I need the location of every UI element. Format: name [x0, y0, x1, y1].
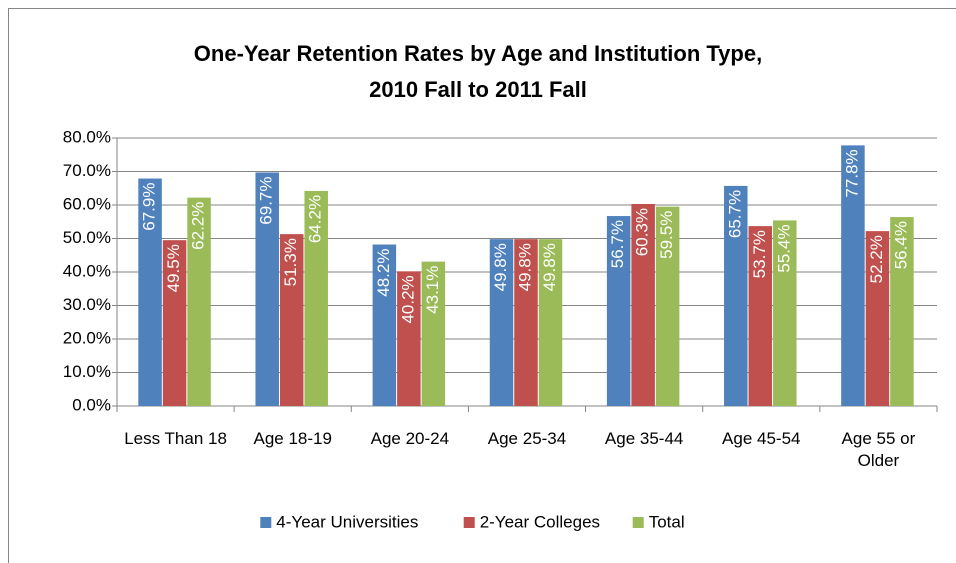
- value-label: 55.4%: [774, 224, 793, 272]
- bar: [890, 217, 914, 406]
- y-tick-label: 70.0%: [63, 161, 111, 180]
- bar: [606, 216, 631, 406]
- x-tick-label: Age 18-19: [253, 429, 332, 448]
- bar: [489, 239, 514, 406]
- x-tick-label: Age 20-24: [370, 429, 450, 448]
- value-label: 62.2%: [189, 202, 208, 250]
- value-label: 56.4%: [891, 221, 910, 269]
- value-label: 77.8%: [842, 149, 861, 197]
- bar: [187, 197, 211, 406]
- value-label: 67.9%: [140, 183, 159, 231]
- bar: [748, 226, 773, 406]
- value-label: 43.1%: [423, 266, 442, 314]
- value-label: 64.2%: [306, 195, 325, 243]
- x-tick-label: Age 25-34: [487, 429, 567, 448]
- legend-swatch: [260, 517, 272, 528]
- value-label: 69.7%: [257, 177, 276, 225]
- legend-label: 4-Year Universities: [276, 512, 418, 531]
- value-label: 51.3%: [281, 238, 300, 286]
- value-label: 56.7%: [608, 220, 627, 268]
- bar: [304, 190, 328, 406]
- bar: [538, 239, 563, 406]
- x-tick-label: Age 55 or Older: [841, 429, 916, 470]
- value-label: 49.8%: [491, 243, 510, 291]
- legend-swatch: [463, 517, 475, 528]
- value-label: 49.8%: [515, 243, 534, 291]
- value-label: 60.3%: [633, 208, 652, 256]
- bar: [138, 178, 162, 406]
- y-tick-label: 40.0%: [63, 261, 111, 280]
- bar: [514, 239, 538, 406]
- y-tick-label: 20.0%: [63, 328, 111, 347]
- bar: [162, 240, 187, 406]
- y-tick-label: 10.0%: [63, 362, 111, 381]
- legend-swatch: [632, 517, 644, 528]
- chart-border: [8, 8, 956, 563]
- bar: [279, 234, 304, 406]
- legend-label: 2-Year Colleges: [480, 512, 600, 531]
- value-label: 65.7%: [725, 190, 744, 238]
- value-label: 40.2%: [398, 275, 417, 323]
- y-tick-label: 80.0%: [63, 127, 111, 146]
- bar: [865, 231, 890, 406]
- value-label: 49.8%: [540, 243, 559, 291]
- y-tick-label: 0.0%: [72, 395, 111, 414]
- value-label: 48.2%: [374, 249, 393, 297]
- bar: [655, 206, 680, 406]
- y-tick-label: 60.0%: [63, 194, 111, 213]
- x-tick-label: Less Than 18: [124, 429, 227, 448]
- chart-title: One-Year Retention Rates by Age and Inst…: [193, 41, 763, 102]
- bar: [421, 261, 446, 406]
- x-tick-label: Age 35-44: [604, 429, 684, 448]
- bar: [255, 172, 279, 406]
- x-tick-label: Age 45-54: [722, 429, 801, 448]
- bar: [773, 220, 797, 406]
- value-label: 49.5%: [164, 244, 183, 292]
- bar: [631, 203, 655, 406]
- value-label: 53.7%: [750, 230, 769, 278]
- y-tick-label: 30.0%: [63, 295, 111, 314]
- bar: [372, 244, 397, 406]
- bar: [841, 145, 865, 406]
- legend-label: Total: [649, 512, 685, 531]
- y-tick-label: 50.0%: [63, 228, 111, 247]
- value-label: 52.2%: [867, 235, 886, 283]
- value-label: 59.5%: [657, 211, 676, 259]
- bar: [397, 271, 421, 406]
- bar: [724, 185, 748, 406]
